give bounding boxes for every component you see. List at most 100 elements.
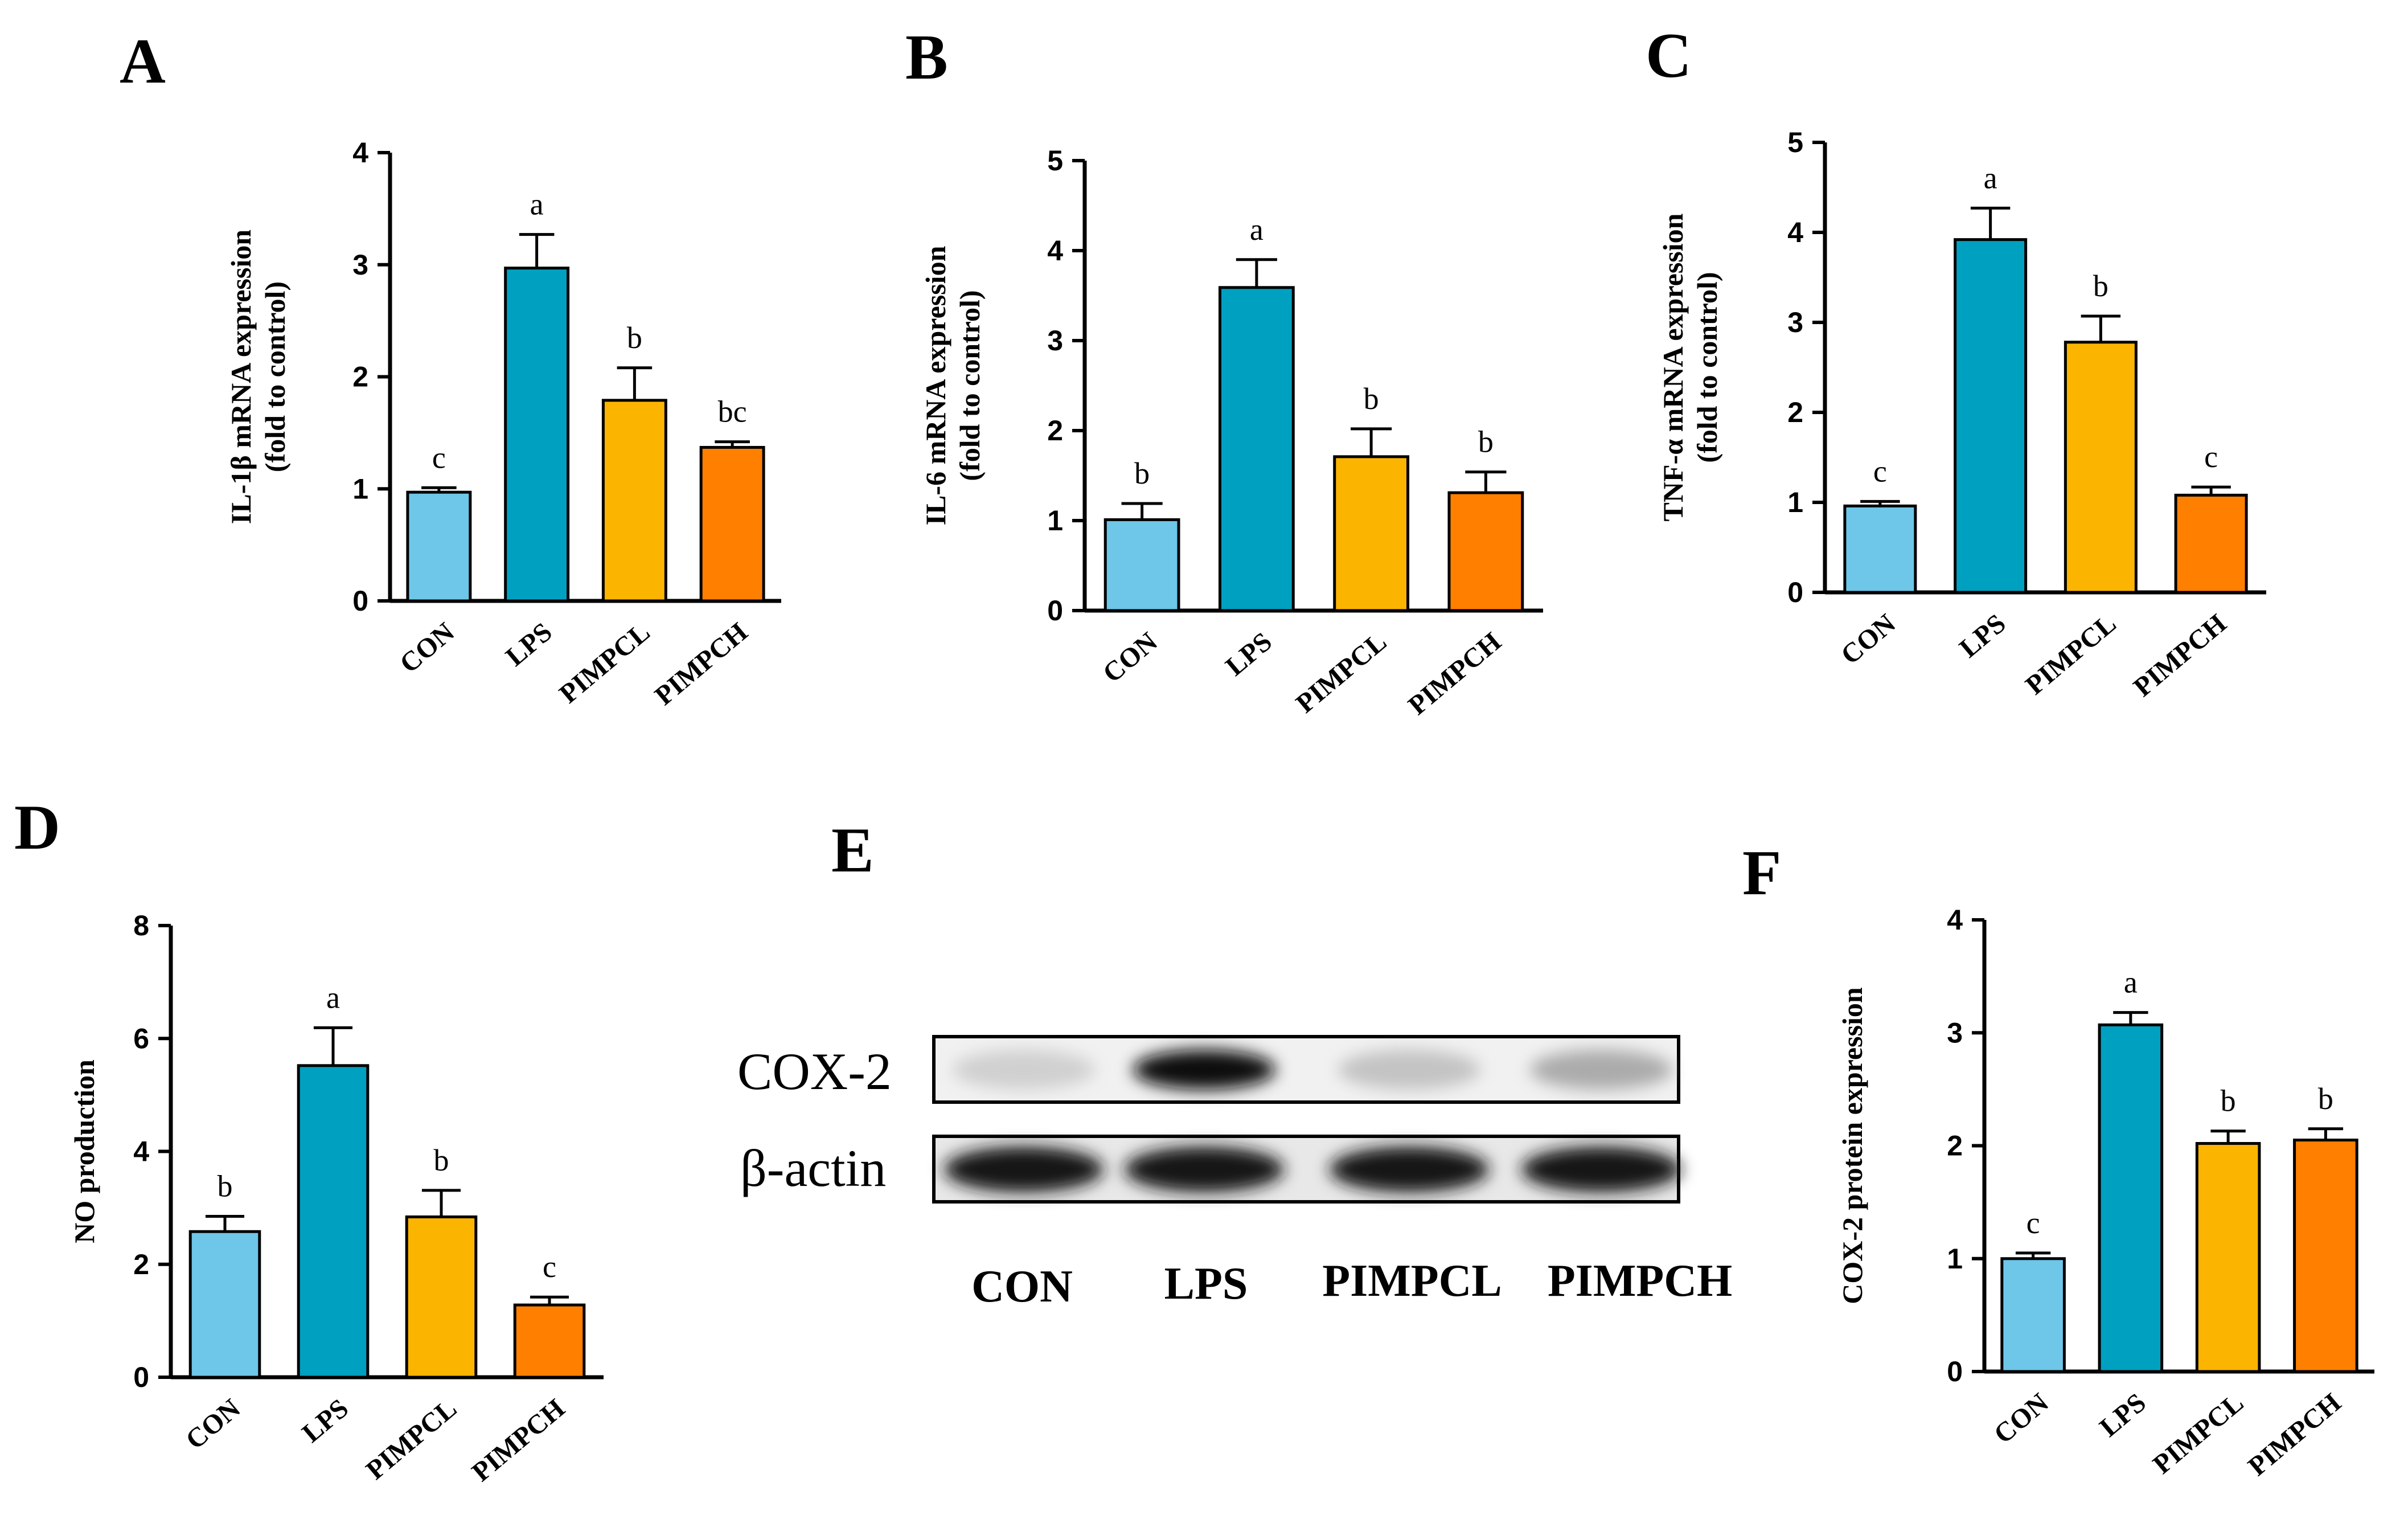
blot-band: [1521, 1147, 1681, 1192]
y-tick-label: 0: [1947, 1356, 1963, 1387]
category-label: PIMPCL: [2020, 608, 2122, 701]
significance-letter: a: [1984, 161, 1997, 195]
bar-pimpcl: [405, 1215, 478, 1379]
significance-letter: a: [326, 980, 340, 1014]
category-label: LPS: [2094, 1387, 2152, 1443]
blot-band: [1330, 1147, 1489, 1192]
significance-letter: a: [1250, 212, 1264, 247]
panel-letter-c: C: [1646, 21, 1692, 91]
significance-letter: b: [627, 321, 642, 355]
blot-band: [1125, 1147, 1284, 1192]
category-label: PIMPCH: [1402, 627, 1507, 721]
significance-letter: bc: [718, 395, 747, 429]
chart-f-cox2-protein: 0 1 2 3 4 c CON a LPS b PIMPCL b PIMPCH COX-2 protein…: [1836, 904, 2374, 1482]
category-label: CON: [1097, 627, 1163, 689]
significance-letter: b: [1478, 425, 1494, 459]
bar-lps: [1218, 286, 1295, 612]
category-label: LPS: [1954, 608, 2012, 664]
category-label: CON: [1835, 608, 1901, 670]
y-tick-label: 3: [1947, 1017, 1963, 1049]
y-tick-label: 2: [1047, 415, 1063, 447]
y-tick-label: 0: [1047, 595, 1063, 627]
y-tick-label: 4: [133, 1136, 149, 1168]
category-label: LPS: [297, 1393, 355, 1448]
y-tick-label: 4: [352, 137, 368, 169]
chart-a-il1b: 0 1 2 3 4 c CON a LPS b PIMPCL bc PIMPCH IL-1β mRNA e…: [225, 137, 781, 711]
bar-lps: [1954, 238, 2028, 594]
bar-pimpcl: [601, 399, 667, 603]
panel-letter-d: D: [14, 792, 60, 863]
category-label: PIMPCH: [649, 617, 753, 711]
y-axis-label-line2: (fold to control): [954, 290, 986, 481]
category-label: PIMPCL: [2147, 1387, 2249, 1480]
significance-letter: b: [434, 1143, 449, 1177]
y-tick-label: 8: [133, 910, 149, 942]
y-axis-label: TNF-α mRNA expression: [1657, 213, 1689, 521]
significance-letter: b: [2093, 269, 2108, 303]
bar-pimpch: [513, 1303, 586, 1379]
category-label: PIMPCL: [1290, 627, 1392, 719]
bar-pimpcl: [2195, 1142, 2261, 1373]
category-label: CON: [1988, 1387, 2054, 1450]
category-label: PIMPCL: [360, 1393, 462, 1485]
bar-pimpch: [2293, 1139, 2358, 1373]
significance-letter: c: [2204, 440, 2218, 474]
y-tick-label: 2: [133, 1249, 149, 1280]
category-label: LPS: [1220, 627, 1278, 682]
y-tick-label: 0: [1787, 576, 1803, 608]
y-axis-label: IL-1β mRNA expression: [225, 230, 257, 524]
panel-letter-a: A: [120, 26, 166, 97]
y-tick-label: 0: [133, 1361, 149, 1393]
bar-lps: [297, 1064, 370, 1379]
bar-con: [406, 490, 472, 603]
bar-con: [1104, 518, 1180, 612]
significance-letter: a: [530, 187, 544, 222]
blot-lane-label-pimpch: PIMPCH: [1548, 1256, 1732, 1306]
chart-b-il6: 0 1 2 3 4 5 b CON a LPS b PIMPCL b PIMPCH IL-6 mRNA ex…: [920, 145, 1543, 721]
y-tick-label: 4: [1047, 235, 1063, 267]
y-tick-label: 5: [1047, 145, 1063, 177]
significance-letter: c: [432, 440, 446, 474]
significance-letter: c: [543, 1250, 556, 1284]
y-tick-label: 5: [1787, 126, 1803, 158]
y-tick-label: 6: [133, 1022, 149, 1054]
significance-letter: a: [2124, 965, 2138, 1000]
y-axis-label: IL-6 mRNA expression: [920, 245, 951, 525]
category-label: CON: [180, 1393, 246, 1455]
chart-d-no-production: 0 2 4 6 8 b CON a LPS b PIMPCL c PIMPCH NO production: [68, 910, 604, 1488]
bar-lps: [2098, 1023, 2164, 1373]
panel-letter-e: E: [831, 815, 874, 886]
y-axis-label: COX-2 protein expression: [1836, 987, 1868, 1304]
y-tick-label: 1: [1047, 505, 1063, 537]
category-label: PIMPCH: [2242, 1387, 2347, 1482]
bar-con: [1843, 504, 1917, 594]
y-tick-label: 3: [352, 249, 368, 281]
y-tick-label: 2: [352, 361, 368, 393]
blot-band: [1338, 1050, 1480, 1090]
bar-pimpcl: [1333, 455, 1410, 612]
category-label: PIMPCH: [2128, 608, 2232, 703]
y-tick-label: 1: [1947, 1243, 1963, 1275]
significance-letter: b: [1364, 382, 1379, 416]
bar-lps: [504, 267, 570, 603]
panel-letter-b: B: [905, 22, 948, 93]
significance-letter: b: [218, 1169, 233, 1203]
bar-pimpch: [1447, 491, 1524, 612]
y-tick-label: 3: [1047, 325, 1063, 357]
blot-bands-cox2: [953, 1050, 1672, 1090]
blot-lane-label-lps: LPS: [1164, 1259, 1248, 1309]
y-tick-label: 1: [1787, 486, 1803, 518]
bar-con: [188, 1230, 261, 1379]
blot-band: [953, 1050, 1095, 1090]
y-tick-label: 4: [1787, 216, 1803, 248]
y-axis-label-line2: (fold to control): [1691, 272, 1723, 462]
significance-letter: c: [1873, 454, 1887, 488]
y-tick-label: 2: [1947, 1130, 1963, 1162]
y-tick-label: 3: [1787, 306, 1803, 338]
y-axis-label: NO production: [68, 1059, 100, 1243]
blot-band: [1133, 1050, 1275, 1090]
significance-letter: b: [1134, 456, 1150, 490]
category-label: LPS: [500, 617, 558, 672]
significance-letter: c: [2027, 1206, 2040, 1240]
blot-lane-label-con: CON: [971, 1262, 1073, 1312]
